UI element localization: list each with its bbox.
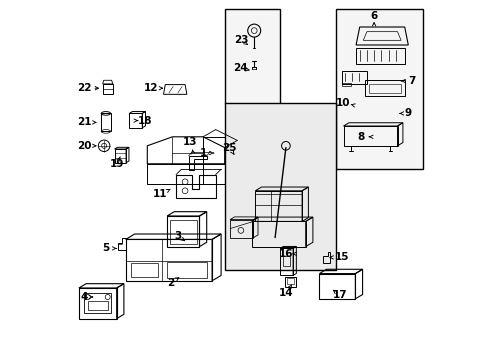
Text: 18: 18 <box>138 116 152 126</box>
Bar <box>167 262 206 278</box>
Bar <box>341 83 350 86</box>
Text: 14: 14 <box>278 288 293 298</box>
Bar <box>368 84 400 93</box>
Text: 12: 12 <box>143 83 158 93</box>
Text: 21: 21 <box>77 117 91 127</box>
Text: 13: 13 <box>183 137 197 147</box>
Bar <box>341 71 366 84</box>
Bar <box>286 278 294 284</box>
Text: 25: 25 <box>222 143 236 153</box>
Text: 2: 2 <box>167 278 174 288</box>
Bar <box>224 9 280 104</box>
Text: 5: 5 <box>102 243 109 253</box>
Bar <box>88 301 107 310</box>
Text: 8: 8 <box>357 132 365 142</box>
Text: 4: 4 <box>81 292 88 302</box>
Bar <box>131 263 158 277</box>
Bar <box>84 293 111 313</box>
Bar <box>102 84 113 94</box>
Text: 9: 9 <box>404 108 411 118</box>
Text: 11: 11 <box>152 189 167 199</box>
Bar <box>283 256 289 266</box>
Text: 16: 16 <box>278 249 292 259</box>
Text: 7: 7 <box>407 76 415 86</box>
Text: 3: 3 <box>174 231 181 241</box>
Bar <box>284 277 296 287</box>
Text: 19: 19 <box>109 159 123 169</box>
Text: 15: 15 <box>334 252 348 262</box>
Text: 1: 1 <box>199 148 206 158</box>
Bar <box>224 103 336 270</box>
Bar <box>170 220 196 244</box>
Bar <box>101 113 110 131</box>
Bar <box>355 48 404 64</box>
Text: 22: 22 <box>77 83 91 93</box>
Text: 23: 23 <box>233 35 247 45</box>
Text: 10: 10 <box>336 98 350 108</box>
Bar <box>365 80 404 96</box>
Bar <box>336 9 422 169</box>
Text: 24: 24 <box>233 63 248 73</box>
Text: 6: 6 <box>370 11 377 21</box>
Text: 17: 17 <box>332 290 346 300</box>
Text: 20: 20 <box>77 141 91 151</box>
